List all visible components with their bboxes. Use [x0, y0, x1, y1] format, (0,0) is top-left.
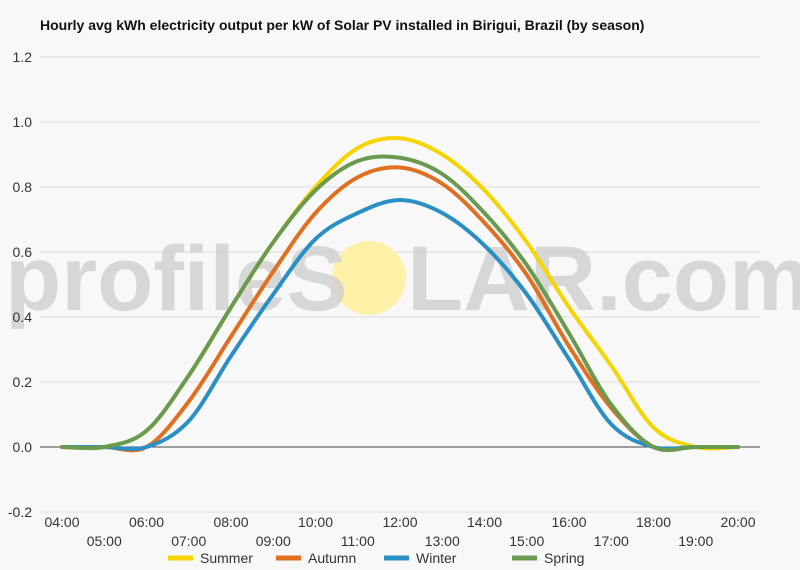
- legend-label-summer: Summer: [200, 550, 253, 566]
- series-lines: [60, 136, 740, 453]
- chart-title: Hourly avg kWh electricity output per kW…: [40, 17, 645, 33]
- series-line-winter: [60, 198, 740, 451]
- x-axis-ticks: 04:00 05:00 06:00 07:00 08:00 09:00 10:00 11:00…: [44, 514, 755, 549]
- y-tick-label: 1.0: [13, 114, 33, 130]
- watermark-text-right: LAR.com: [407, 228, 800, 330]
- y-tick-label: -0.2: [8, 504, 32, 520]
- watermark-text-left: profileS: [5, 228, 347, 330]
- x-tick-label: 18:00: [636, 514, 671, 530]
- x-tick-label: 09:00: [256, 533, 291, 549]
- legend-label-autumn: Autumn: [308, 550, 356, 566]
- legend-label-spring: Spring: [544, 550, 584, 566]
- x-tick-label: 06:00: [129, 514, 164, 530]
- grid-lines: [40, 56, 760, 513]
- watermark-sun: [332, 241, 406, 315]
- x-tick-label: 11:00: [341, 533, 375, 549]
- x-tick-label: 08:00: [213, 514, 248, 530]
- y-tick-label: 0.6: [13, 244, 33, 260]
- y-tick-label: 0.2: [13, 374, 33, 390]
- watermark: profileS LAR.com: [5, 228, 800, 330]
- series-line-spring: [60, 154, 740, 453]
- legend: Summer Autumn Winter Spring: [168, 550, 584, 566]
- legend-label-winter: Winter: [416, 550, 457, 566]
- x-tick-label: 20:00: [720, 514, 755, 530]
- y-tick-label: 0.0: [13, 439, 33, 455]
- x-tick-label: 04:00: [44, 514, 79, 530]
- x-tick-label: 19:00: [678, 533, 713, 549]
- y-tick-label: 0.8: [13, 179, 33, 195]
- x-tick-label: 17:00: [594, 533, 629, 549]
- x-tick-label: 14:00: [467, 514, 502, 530]
- x-tick-label: 12:00: [382, 514, 417, 530]
- x-tick-label: 10:00: [298, 514, 333, 530]
- y-axis-ticks: 1.2 1.0 0.8 0.6 0.4 0.2 0.0 -0.2: [8, 49, 32, 520]
- y-tick-label: 1.2: [13, 49, 33, 65]
- x-tick-label: 16:00: [551, 514, 586, 530]
- x-tick-label: 07:00: [171, 533, 206, 549]
- y-tick-label: 0.4: [13, 309, 33, 325]
- x-tick-label: 13:00: [425, 533, 460, 549]
- x-tick-label: 05:00: [87, 533, 122, 549]
- x-tick-label: 15:00: [509, 533, 544, 549]
